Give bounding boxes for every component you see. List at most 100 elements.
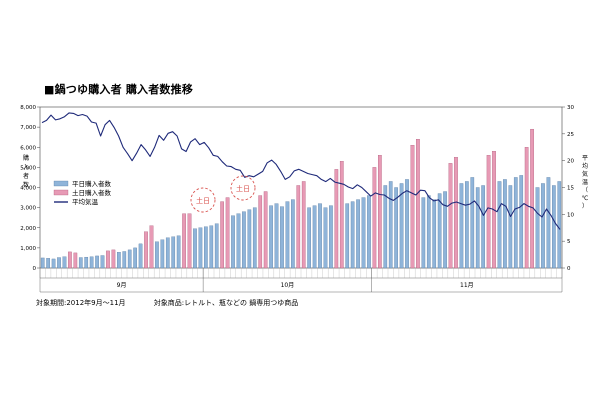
weekend-bubble-circle: [230, 175, 256, 201]
weekend-bubble-circle: [190, 187, 216, 213]
weekday-bar: [388, 181, 393, 269]
weekend-bar: [486, 155, 491, 269]
weekday-bar: [405, 179, 409, 269]
y2-tick-label: 0: [567, 266, 571, 272]
y2-tick-label: 25: [567, 132, 574, 138]
footnote: 対象期間:2012年9月〜11月 対象商品:レトルト、瓶などの 鍋専用つゆ商品: [36, 298, 324, 308]
weekday-bar: [252, 207, 257, 269]
month-label: 10月: [281, 282, 295, 289]
weekend-bar: [378, 155, 382, 269]
weekday-bar: [552, 185, 556, 269]
y-axis-title-char: 数: [23, 181, 29, 189]
y-tick-label: 6,000: [20, 145, 36, 151]
weekday-bar: [204, 226, 208, 269]
weekend-bar: [410, 145, 415, 269]
weekday-bar: [541, 183, 545, 269]
weekday-bar: [127, 249, 132, 269]
temperature-line-group: [41, 112, 561, 230]
weekday-bar: [535, 187, 540, 269]
y2-axis-title-char: （: [582, 187, 588, 194]
weekday-bar: [481, 185, 485, 269]
weekday-bar: [51, 258, 56, 269]
weekend-bar: [448, 163, 453, 269]
weekday-bar: [231, 215, 235, 269]
chart-bars: [40, 128, 562, 269]
weekday-bar: [280, 206, 284, 269]
weekday-bar: [242, 211, 246, 269]
weekday-bar: [236, 213, 241, 269]
weekday-bar: [312, 205, 317, 269]
y-tick-label: 0: [33, 266, 37, 272]
y-tick-label: 3,000: [20, 206, 36, 212]
weekday-bar: [274, 203, 279, 269]
weekday-bar: [247, 209, 252, 269]
weekday-bar: [95, 255, 99, 269]
weekend-bar: [111, 249, 116, 269]
weekend-bar: [149, 225, 154, 269]
y-axis-title-char: 購: [23, 154, 29, 162]
weekday-bar: [557, 181, 562, 269]
weekday-bar: [475, 187, 480, 269]
weekday-bar: [285, 201, 290, 269]
weekday-bar: [209, 225, 214, 269]
y2-axis-title-char: 温: [582, 178, 588, 186]
y2-tick-label: 5: [567, 239, 571, 245]
weekday-bar: [383, 185, 388, 269]
legend-label-weekend: 土日購入者数: [72, 188, 112, 197]
legend-swatch-weekend: [53, 189, 69, 196]
y-tick-label: 7,000: [20, 125, 36, 131]
weekend-bar: [106, 250, 110, 269]
y2-tick-label: 30: [567, 105, 574, 111]
weekend-bar: [220, 201, 224, 269]
legend-label-temperature: 平均気温: [72, 197, 99, 206]
y-axis-title-char: 入: [23, 164, 29, 171]
y-axis-title-char: 者: [23, 173, 29, 180]
weekday-bar: [307, 207, 311, 269]
y2-axis-title-char: ）: [582, 203, 588, 210]
weekday-bar: [84, 256, 89, 269]
weekend-bar: [372, 167, 377, 269]
footnote-products: 対象商品:レトルト、瓶などの 鍋専用つゆ商品: [153, 299, 299, 307]
weekday-bar: [133, 247, 137, 269]
y-tick-label: 8,000: [20, 105, 36, 111]
weekday-bar: [432, 199, 437, 269]
y2-axis-title-char: 気: [582, 170, 588, 178]
weekend-bar: [524, 147, 529, 269]
y-tick-label: 4,000: [20, 186, 36, 192]
weekday-bar: [465, 181, 469, 269]
weekend-bar: [296, 185, 301, 269]
weekday-bar: [329, 205, 333, 269]
weekday-bar: [57, 257, 61, 269]
footnote-period: 対象期間:2012年9月〜11月: [36, 299, 126, 307]
weekday-bar: [546, 177, 551, 269]
y2-tick-label: 15: [567, 186, 574, 192]
weekend-bar: [301, 181, 306, 269]
weekend-bar: [263, 191, 268, 269]
weekend-bar: [334, 169, 339, 269]
weekday-bar: [519, 175, 524, 269]
y2-axis-title-char: 均: [582, 162, 588, 170]
weekday-bar: [176, 235, 181, 269]
weekday-bar: [437, 193, 442, 269]
weekday-bar: [122, 251, 127, 269]
weekday-bar: [46, 258, 50, 269]
chart-axes: 0 1,000 2,000 3,000 4,000 5,000 6,000 7,000 8,00…: [20, 105, 589, 293]
weekday-bar: [62, 256, 67, 269]
y2-tick-label: 20: [567, 159, 574, 165]
y2-axis-title-char: 平: [582, 155, 588, 162]
weekday-bar: [89, 256, 94, 269]
weekday-bar: [155, 241, 159, 269]
y2-tick-label: 10: [567, 212, 574, 218]
weekday-bar: [497, 181, 502, 269]
weekend-bar: [144, 231, 148, 269]
weekend-bar: [182, 213, 186, 269]
weekend-bar: [68, 251, 72, 269]
weekday-bar: [269, 205, 273, 269]
weekday-bar: [421, 197, 426, 269]
month-label: 9月: [117, 282, 127, 289]
weekday-bar: [394, 187, 398, 269]
weekend-bubble-label: 土日: [196, 196, 210, 205]
